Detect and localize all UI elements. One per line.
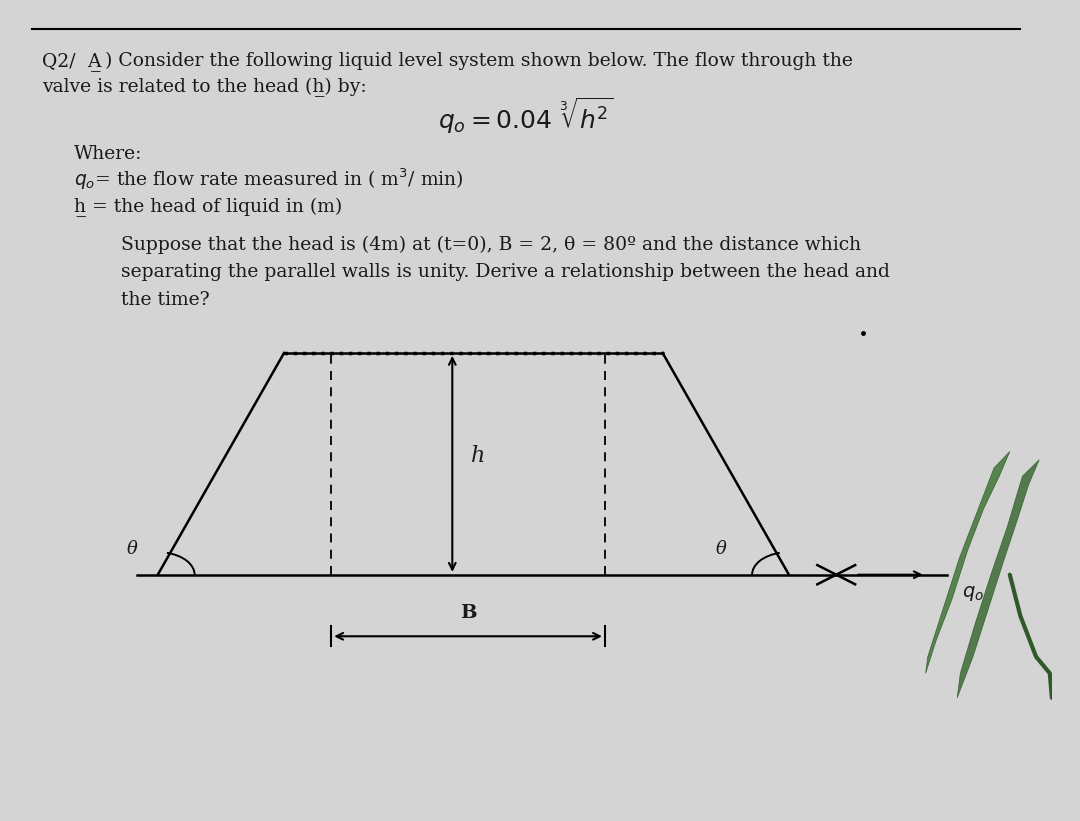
Text: θ: θ: [715, 540, 726, 558]
Text: Where:: Where:: [73, 145, 141, 163]
Text: $\mathit{q_o}$= the flow rate measured in ( m$^3$/ min): $\mathit{q_o}$= the flow rate measured i…: [73, 166, 463, 191]
Text: the time?: the time?: [121, 291, 210, 310]
Polygon shape: [926, 452, 1010, 673]
Text: θ: θ: [126, 540, 137, 558]
Text: h̲ = the head of liquid in (m): h̲ = the head of liquid in (m): [73, 198, 342, 217]
Text: ) Consider the following liquid level system shown below. The flow through the: ) Consider the following liquid level sy…: [105, 52, 853, 70]
Text: Suppose that the head is (4m) at (t=0), B = 2, θ = 80º and the distance which: Suppose that the head is (4m) at (t=0), …: [121, 236, 861, 254]
Text: $\mathit{q_o} = 0.04 \ \sqrt[3]{h^2}$: $\mathit{q_o} = 0.04 \ \sqrt[3]{h^2}$: [438, 95, 613, 136]
Text: separating the parallel walls is unity. Derive a relationship between the head a: separating the parallel walls is unity. …: [121, 264, 890, 282]
Text: h: h: [471, 445, 486, 466]
Text: A̲: A̲: [87, 52, 100, 71]
Text: $q_o$: $q_o$: [962, 584, 985, 603]
Text: Q2/: Q2/: [42, 52, 76, 70]
Text: valve is related to the head (h̲) by:: valve is related to the head (h̲) by:: [42, 78, 367, 97]
Polygon shape: [957, 460, 1039, 698]
Text: B: B: [460, 604, 476, 622]
